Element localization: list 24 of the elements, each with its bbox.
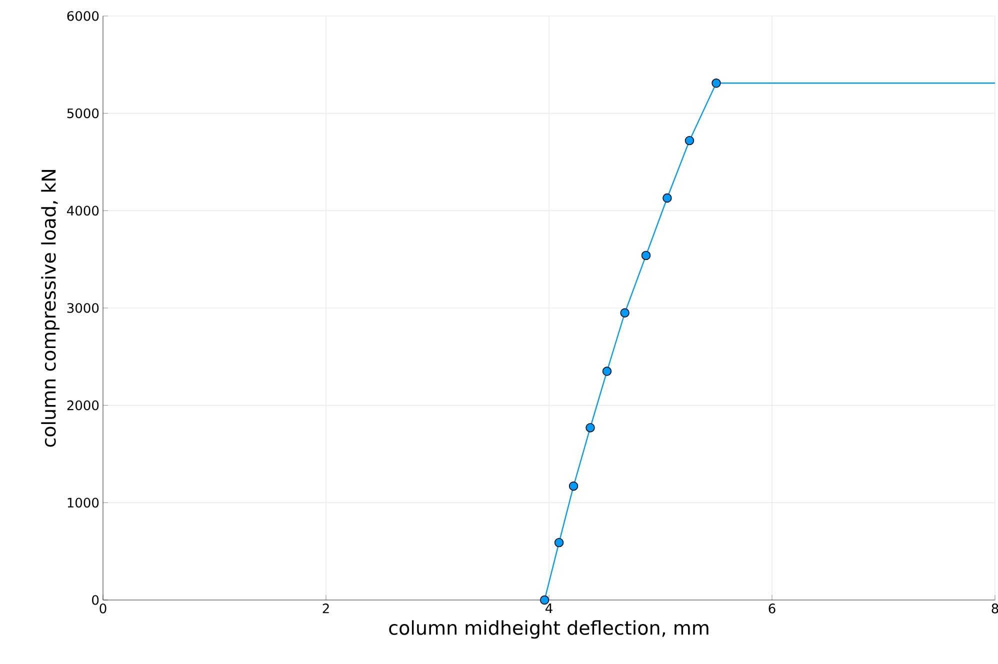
x-tick-label: 8 bbox=[992, 604, 998, 614]
point bbox=[602, 366, 612, 376]
x-tick-label: 4 bbox=[545, 604, 552, 614]
point bbox=[684, 136, 694, 146]
x-axis-title: column midheight deflection, mm bbox=[389, 620, 708, 639]
y-tick-label: 4000 bbox=[67, 206, 99, 216]
y-axis-title: column compressive load, kN bbox=[41, 170, 60, 447]
y-tick-label: 2000 bbox=[67, 400, 99, 410]
point bbox=[641, 250, 651, 260]
x-tick-label: 2 bbox=[322, 604, 329, 614]
y-tick-label: 0 bbox=[92, 595, 99, 605]
point bbox=[620, 308, 630, 318]
point bbox=[554, 538, 564, 548]
y-tick-label: 5000 bbox=[67, 108, 99, 118]
point bbox=[662, 193, 672, 203]
point bbox=[540, 595, 550, 605]
y-tick-label: 6000 bbox=[67, 11, 99, 21]
x-tick-label: 0 bbox=[100, 604, 106, 614]
point bbox=[568, 482, 578, 491]
y-tick-label: 1000 bbox=[68, 498, 99, 508]
point bbox=[586, 423, 595, 432]
y-tick-label: 3000 bbox=[67, 303, 99, 313]
x-tick-label: 6 bbox=[768, 604, 776, 614]
point bbox=[712, 78, 721, 88]
